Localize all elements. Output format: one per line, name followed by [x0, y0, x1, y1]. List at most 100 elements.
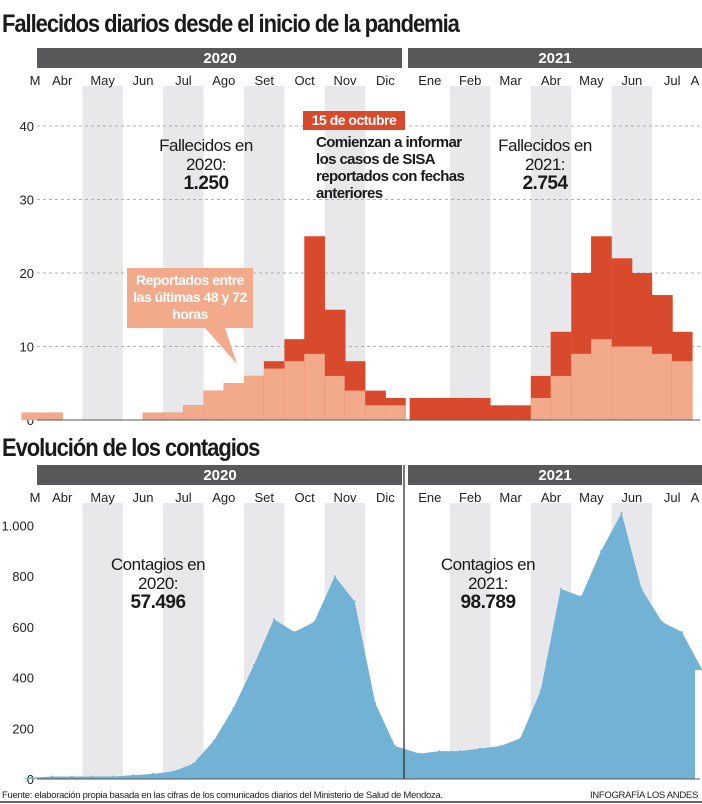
cases-month-label: A — [691, 490, 700, 505]
cases-month-label: Ene — [418, 490, 441, 505]
deaths-bar-recent — [284, 361, 306, 420]
cases-month-label: Feb — [459, 490, 481, 505]
deaths-bar-recent — [21, 412, 43, 420]
cases-month-label: Ago — [212, 490, 235, 505]
cases-month-label: M — [30, 490, 41, 505]
cases-point — [30, 776, 33, 779]
cases-point — [620, 511, 623, 514]
deaths-month-label: Feb — [459, 73, 481, 88]
cases-point — [131, 774, 134, 777]
deaths-y-tick: 30 — [20, 193, 34, 208]
deaths-y-tick: 40 — [20, 119, 34, 134]
deaths-month-label: Ago — [212, 73, 235, 88]
cases-point — [580, 595, 583, 598]
deaths-bar-recent — [163, 412, 184, 420]
deaths-2021-annotation: Fallecidos en 2021: 2.754 — [485, 136, 605, 193]
cases-point — [353, 600, 356, 603]
deaths-2020-label: Fallecidos en 2020: — [159, 136, 253, 174]
cases-point — [192, 762, 195, 765]
cases-point — [539, 689, 542, 692]
deaths-bar-total — [429, 397, 451, 420]
deaths-month-label: Ene — [418, 73, 441, 88]
cases-month-label: Abr — [52, 490, 73, 505]
deaths-month-label: Jul — [175, 73, 192, 88]
deaths-month-label: Jul — [664, 73, 681, 88]
deaths-bar-recent — [571, 353, 592, 420]
deaths-bar-recent — [385, 405, 406, 420]
deaths-bar-recent — [631, 346, 653, 420]
cases-point — [333, 575, 336, 578]
cases-month-label: Set — [254, 490, 274, 505]
cases-y-tick: 800 — [12, 569, 34, 584]
cases-point — [272, 618, 275, 621]
deaths-month-label: Set — [254, 73, 274, 88]
deaths-bar-total — [450, 397, 471, 420]
cases-point — [640, 587, 643, 590]
cases-point — [418, 752, 421, 755]
deaths-bar-total — [409, 397, 431, 420]
cases-y-tick: 1.000 — [1, 519, 34, 534]
deaths-month-band — [450, 86, 491, 420]
cases-month-band — [163, 503, 204, 779]
cases-2021-label: Contagios en 2021: — [440, 555, 536, 593]
deaths-bar-recent — [344, 390, 366, 420]
cases-point — [478, 747, 481, 750]
cases-y-tick: 200 — [12, 721, 34, 736]
deaths-month-band — [82, 86, 123, 420]
cases-y-tick: 400 — [12, 671, 34, 686]
cases-month-label: Jun — [621, 490, 642, 505]
deaths-month-label: Abr — [52, 73, 73, 88]
deaths-month-label: Jun — [621, 73, 642, 88]
deaths-bar-recent — [550, 375, 572, 420]
deaths-bar-total — [469, 397, 491, 420]
deaths-bar-recent — [263, 368, 285, 420]
credit: INFOGRAFÍA LOS ANDES — [589, 790, 698, 801]
cases-y-tick: 600 — [12, 620, 34, 635]
cases-month-label: May — [579, 490, 604, 505]
cases-2020-value: 57.496 — [130, 592, 186, 613]
cases-month-label: Jul — [175, 490, 192, 505]
deaths-bar-recent — [42, 412, 63, 420]
cases-point — [293, 630, 296, 633]
deaths-month-label: Nov — [333, 73, 357, 88]
cases-2020-label: Contagios en 2020: — [110, 555, 206, 593]
deaths-y-tick: 20 — [20, 266, 34, 281]
cases-point — [70, 775, 73, 778]
deaths-month-label: Dic — [376, 73, 395, 88]
deaths-bar-recent — [324, 375, 346, 420]
cases-point — [253, 663, 255, 666]
deaths-bar-recent — [652, 353, 673, 420]
deaths-bar-recent — [591, 339, 612, 420]
deaths-2021-value: 2.754 — [522, 173, 568, 194]
cases-point — [559, 587, 562, 590]
deaths-month-label: Oct — [294, 73, 315, 88]
deaths-month-label: May — [579, 73, 604, 88]
deaths-year-label: 2020 — [203, 50, 236, 67]
cases-point — [313, 620, 316, 623]
cases-month-label: May — [90, 490, 115, 505]
cases-month-label: Abr — [541, 490, 562, 505]
cases-area — [21, 512, 702, 779]
cases-point — [111, 775, 114, 778]
cases-month-label: Dic — [376, 490, 395, 505]
deaths-bar-recent — [611, 346, 633, 420]
cases-point — [680, 630, 683, 633]
cases-point — [374, 701, 377, 704]
cases-2021-value: 98.789 — [460, 592, 516, 613]
deaths-bar-total — [490, 405, 512, 420]
reported-callout: Reportados entre las últimas 48 y 72 hor… — [127, 268, 253, 328]
deaths-month-label: M — [30, 73, 41, 88]
cases-month-label: Jul — [664, 490, 681, 505]
deaths-month-label: May — [90, 73, 115, 88]
deaths-month-label: Jun — [133, 73, 154, 88]
deaths-month-label: Abr — [541, 73, 562, 88]
cases-y-tick: 0 — [27, 772, 34, 787]
source-note: Fuente: elaboración propia basada en las… — [2, 790, 443, 801]
deaths-bar-total — [510, 405, 531, 420]
deaths-month-label: A — [691, 73, 700, 88]
cases-title: Evolución de los contagios — [2, 434, 260, 462]
cases-point — [51, 775, 53, 778]
deaths-2020-annotation: Fallecidos en 2020: 1.250 — [146, 136, 266, 193]
